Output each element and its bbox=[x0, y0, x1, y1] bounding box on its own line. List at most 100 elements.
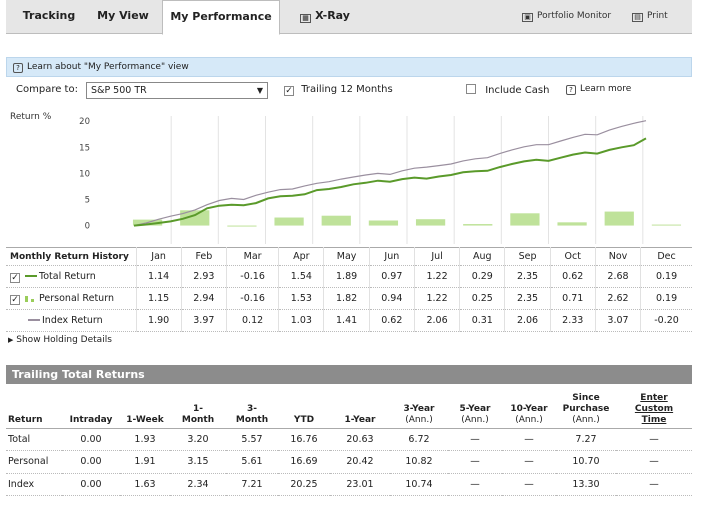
table-cell: 1.93 bbox=[120, 428, 170, 451]
table-cell: 2.06 bbox=[414, 309, 461, 332]
table-cell: 1.22 bbox=[414, 265, 461, 288]
table-cell: 20.25 bbox=[278, 473, 330, 496]
table-cell: 2.34 bbox=[170, 473, 226, 496]
table-cell: 3.97 bbox=[181, 309, 227, 332]
col-header: 3-Year (Ann.) bbox=[390, 388, 448, 429]
col-header: Intraday bbox=[62, 388, 120, 429]
table-cell: — bbox=[448, 428, 502, 451]
tab-tracking[interactable]: Tracking bbox=[22, 9, 76, 22]
series-line bbox=[133, 137, 647, 227]
table-cell: 0.31 bbox=[459, 309, 506, 332]
table-cell: 23.01 bbox=[330, 473, 390, 496]
trailing-checkbox[interactable]: ✓ bbox=[284, 86, 294, 96]
learn-more-link[interactable]: ? Learn more bbox=[566, 84, 631, 95]
table-cell: 1.41 bbox=[323, 309, 370, 332]
include-cash-option[interactable]: Include Cash bbox=[466, 84, 549, 96]
month-header: Apr bbox=[278, 247, 325, 266]
table-cell: 1.89 bbox=[323, 265, 370, 288]
table-cell: 1.63 bbox=[120, 473, 170, 496]
month-header: Sep bbox=[504, 247, 551, 266]
table-cell: 2.33 bbox=[550, 309, 596, 332]
portfolio-monitor-link[interactable]: ▣ Portfolio Monitor bbox=[522, 0, 611, 34]
table-cell: 16.76 bbox=[278, 428, 330, 451]
table-cell: — bbox=[502, 428, 556, 451]
tab-my-view[interactable]: My View bbox=[97, 9, 149, 22]
table-cell: 1.14 bbox=[136, 265, 182, 288]
print-link[interactable]: ▤ Print bbox=[632, 0, 668, 34]
table-cell: 0.62 bbox=[550, 265, 596, 288]
enter-custom-time-link[interactable]: Enter Custom Time bbox=[616, 388, 692, 429]
month-header: Aug bbox=[459, 247, 506, 266]
info-bar[interactable]: ? Learn about "My Performance" view bbox=[6, 57, 692, 77]
include-cash-checkbox[interactable] bbox=[466, 84, 476, 94]
table-cell: — bbox=[616, 450, 692, 474]
table-cell: 0.19 bbox=[640, 265, 692, 288]
monthly-header-row: Monthly Return History Jan Feb Mar Apr M… bbox=[6, 247, 692, 266]
table-cell: 0.94 bbox=[369, 287, 415, 310]
table-cell: 2.94 bbox=[181, 287, 227, 310]
monthly-bar bbox=[180, 210, 210, 226]
col-header: Return bbox=[6, 388, 62, 429]
col-header: 5-Year (Ann.) bbox=[448, 388, 502, 429]
table-cell: 0.00 bbox=[62, 473, 120, 496]
table-cell: 7.27 bbox=[556, 428, 616, 451]
table-cell: 2.35 bbox=[504, 287, 551, 310]
table-cell: 5.57 bbox=[226, 428, 278, 451]
month-header: Feb bbox=[181, 247, 227, 266]
show-holding-details-toggle[interactable]: ▶ Show Holding Details bbox=[8, 335, 112, 345]
month-header: Jul bbox=[414, 247, 461, 266]
table-cell: 10.82 bbox=[390, 450, 448, 474]
show-holding-details-label: Show Holding Details bbox=[16, 335, 112, 345]
table-cell: 0.29 bbox=[459, 265, 506, 288]
table-cell: — bbox=[502, 450, 556, 474]
personal-return-checkbox[interactable]: ✓ bbox=[10, 294, 20, 305]
table-cell: 2.35 bbox=[504, 265, 551, 288]
trailing-label: Trailing 12 Months bbox=[301, 84, 393, 95]
table-row: Total 0.00 1.93 3.20 5.57 16.76 20.63 6.… bbox=[6, 428, 692, 451]
performance-chart-svg: Return % 0 5 10 15 20 bbox=[10, 112, 682, 244]
compare-select[interactable]: S&P 500 TR ▼ bbox=[86, 82, 268, 99]
monthly-bar bbox=[227, 225, 257, 227]
y-tick-label: 10 bbox=[79, 169, 90, 179]
compare-label: Compare to: bbox=[16, 84, 78, 95]
table-cell: 1.90 bbox=[136, 309, 182, 332]
month-header: Oct bbox=[550, 247, 596, 266]
tab-my-performance[interactable]: My Performance bbox=[162, 0, 280, 35]
table-cell: 0.00 bbox=[62, 450, 120, 474]
total-return-label-cell: ✓ Total Return bbox=[6, 265, 137, 288]
y-tick-label: 0 bbox=[85, 222, 90, 232]
table-cell: 20.63 bbox=[330, 428, 390, 451]
table-row: Personal 0.00 1.91 3.15 5.61 16.69 20.42… bbox=[6, 450, 692, 474]
trailing-option[interactable]: ✓ Trailing 12 Months bbox=[284, 84, 393, 96]
table-cell: — bbox=[616, 473, 692, 496]
total-return-checkbox[interactable]: ✓ bbox=[10, 272, 20, 283]
y-tick-label: 20 bbox=[79, 117, 90, 127]
month-header: Nov bbox=[595, 247, 642, 266]
print-label: Print bbox=[647, 11, 668, 21]
table-cell: 1.15 bbox=[136, 287, 182, 310]
table-cell: 3.07 bbox=[595, 309, 642, 332]
col-header: 3- Month bbox=[226, 388, 278, 429]
compare-selected-value: S&P 500 TR bbox=[91, 85, 147, 96]
triangle-right-icon: ▶ bbox=[8, 336, 14, 344]
col-header: Since Purchase (Ann.) bbox=[556, 388, 616, 429]
index-return-label: Index Return bbox=[42, 315, 103, 326]
x-ray-icon: ▦ bbox=[300, 14, 312, 23]
col-header: 1-Year bbox=[330, 388, 390, 429]
table-cell: 13.30 bbox=[556, 473, 616, 496]
personal-return-row: ✓ Personal Return 1.15 2.94 -0.16 1.53 1… bbox=[6, 287, 692, 310]
index-return-row: Index Return 1.90 3.97 0.12 1.03 1.41 0.… bbox=[6, 309, 692, 332]
monthly-bar bbox=[557, 222, 587, 226]
table-cell: 2.06 bbox=[504, 309, 551, 332]
y-axis-label: Return % bbox=[10, 112, 52, 122]
monthly-bar bbox=[604, 211, 634, 226]
portfolio-monitor-label: Portfolio Monitor bbox=[537, 11, 612, 21]
tab-x-ray[interactable]: ▦ X-Ray bbox=[290, 0, 360, 34]
row-label: Index bbox=[6, 473, 62, 496]
month-header: Jan bbox=[136, 247, 182, 266]
monthly-bar bbox=[510, 213, 540, 226]
col-header: 1- Month bbox=[170, 388, 226, 429]
table-cell: — bbox=[448, 450, 502, 474]
monthly-bar bbox=[463, 224, 493, 226]
table-cell: -0.20 bbox=[640, 309, 692, 332]
